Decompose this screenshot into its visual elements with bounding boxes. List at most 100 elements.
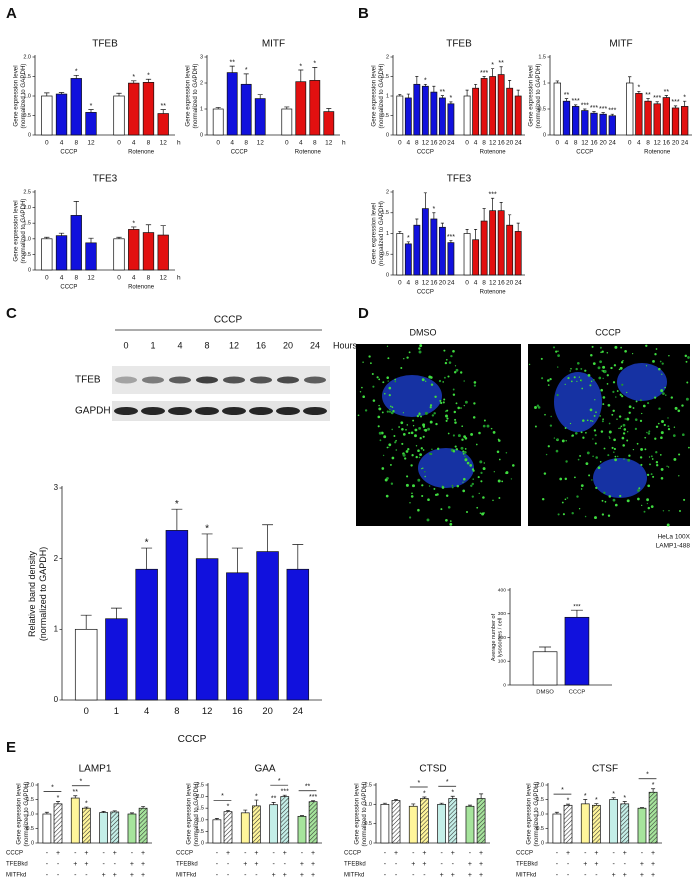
error-bar [257, 94, 263, 99]
lysosome-puncta [658, 407, 661, 410]
lysosome-puncta [401, 428, 404, 431]
lysosome-puncta [472, 416, 476, 419]
y-tick-label: 0 [200, 132, 203, 138]
lysosome-puncta [647, 484, 651, 488]
lysosome-puncta [462, 489, 466, 493]
error-bar [491, 68, 495, 77]
significance: * [451, 790, 454, 797]
lysosome-puncta [655, 348, 658, 350]
y-tick-label: 2.0 [196, 794, 204, 800]
lysosome-puncta [574, 431, 578, 435]
x-tick-label: 8 [574, 140, 578, 147]
bar [226, 572, 249, 701]
y-axis-label: Gene expression level [354, 783, 361, 844]
x-tick-label: 0 [398, 140, 402, 147]
bar [135, 568, 158, 701]
blot-band [141, 407, 165, 415]
x-tick-label: 12 [160, 275, 168, 282]
condition-sign: + [141, 850, 145, 857]
lysosome-puncta [604, 500, 607, 503]
lysosome-puncta [647, 432, 651, 435]
lysosome-puncta [401, 442, 404, 445]
condition-sign: + [640, 872, 644, 879]
lysosome-puncta [388, 410, 392, 413]
lysosome-puncta [599, 360, 602, 364]
condition-sign: + [468, 861, 472, 868]
error-bar [44, 236, 50, 239]
lysosome-puncta [661, 420, 664, 423]
lysosome-puncta [661, 362, 664, 365]
lysosome-puncta [447, 506, 451, 509]
condition-sign: - [85, 872, 88, 879]
blot-band [115, 376, 137, 384]
condition-sign: + [254, 861, 258, 868]
lysosome-puncta [428, 485, 431, 487]
y-tick-label: 1.0 [23, 236, 31, 242]
lysosome-puncta [571, 434, 574, 437]
bar [41, 95, 53, 136]
condition-sign: - [567, 861, 570, 868]
x-tick-label: 0 [465, 280, 469, 287]
bar [323, 111, 335, 136]
lysosome-puncta [648, 456, 651, 458]
blot-band [250, 376, 272, 384]
condition-sign: + [651, 872, 655, 879]
x-tick-label: 8 [147, 140, 151, 147]
lysosome-puncta [589, 384, 592, 387]
lysosome-puncta [460, 371, 463, 374]
y-tick-label: 0 [28, 267, 31, 273]
x-tick-label: 4 [144, 705, 149, 716]
group-label: Rotenone [644, 150, 671, 156]
x-tick-label: 8 [646, 140, 650, 147]
lysosome-puncta [418, 456, 421, 459]
lysosome-puncta [384, 478, 388, 482]
lysosome-puncta [378, 407, 382, 411]
lysosome-puncta [600, 430, 604, 433]
error-bar [422, 796, 427, 799]
lysosome-puncta [611, 446, 614, 449]
x-tick-label: 1 [114, 705, 119, 716]
lysosome-puncta [378, 431, 382, 435]
x-tick-label: 12 [160, 140, 168, 147]
significance: ** [229, 59, 235, 66]
condition-sign: + [84, 861, 88, 868]
panel-label: D [358, 305, 369, 322]
blot-lane-label: 12 [229, 340, 239, 350]
significance: * [595, 797, 598, 804]
bar [447, 242, 455, 276]
lysosome-puncta [547, 445, 550, 448]
lysosome-puncta [402, 453, 406, 457]
x-tick-label: 8 [415, 280, 419, 287]
lysosome-puncta [576, 495, 579, 498]
lysosome-puncta [602, 365, 606, 369]
lysosome-puncta [628, 405, 632, 409]
error-bar [467, 804, 472, 807]
y-tick-label: 1 [54, 624, 59, 633]
error-bar [482, 208, 486, 222]
lysosome-puncta [463, 380, 465, 382]
significance: ** [664, 89, 670, 96]
lysosome-puncta [622, 444, 625, 447]
lysosome-puncta [575, 367, 578, 371]
condition-sign: - [440, 850, 443, 857]
lysosome-puncta [445, 358, 448, 361]
lysosome-puncta [431, 448, 433, 451]
x-tick-label: 12 [202, 705, 212, 716]
lysosome-puncta [463, 477, 466, 481]
lysosome-puncta [378, 404, 380, 407]
lysosome-puncta [405, 483, 409, 487]
x-tick-label: 0 [117, 275, 121, 282]
lysosome-puncta [626, 499, 630, 503]
error-bar [449, 240, 453, 243]
bar [53, 803, 63, 844]
bar [297, 815, 307, 844]
bar [380, 803, 390, 844]
lysosome-puncta [550, 415, 552, 418]
error-bar [564, 98, 569, 102]
y-axis-label: Gene expression level [186, 783, 193, 844]
y-tick-label: 1.0 [23, 93, 31, 99]
lysosome-puncta [564, 498, 567, 501]
bar [635, 93, 643, 136]
lysosome-puncta [427, 498, 430, 502]
lysosome-puncta [387, 357, 390, 360]
